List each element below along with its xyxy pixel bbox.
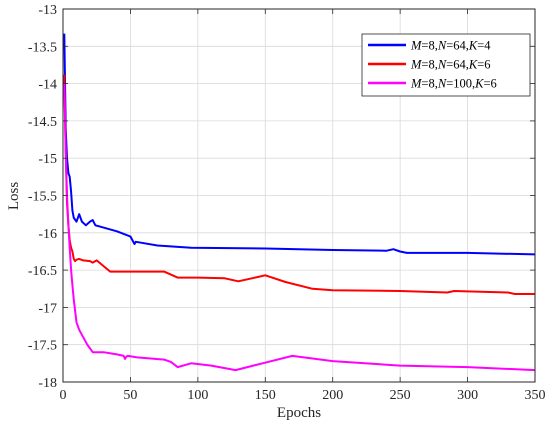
series-line-2 [63, 74, 535, 295]
legend: M=8,N=64,K=4 M=8,N=64,K=6 M=8,N=100,K=6 [361, 33, 531, 97]
y-tick-label: -16.5 [28, 264, 57, 279]
x-tick-label: 300 [457, 388, 478, 403]
x-axis-title: Epochs [277, 405, 321, 421]
x-tick-label: 350 [525, 388, 546, 403]
x-tick-label: 200 [322, 388, 343, 403]
x-tick-label: 0 [60, 388, 67, 403]
x-tick-labels: 0 50 100 150 200 250 300 350 [60, 388, 546, 403]
y-tick-label: -17.5 [28, 339, 57, 354]
x-tick-label: 50 [123, 388, 137, 403]
legend-label-1: M=8,N=64,K=4 [410, 39, 491, 53]
axis-ticks [62, 8, 536, 383]
y-axis-title: Loss [6, 182, 22, 211]
y-tick-label: -14.5 [28, 115, 57, 130]
series-line-1 [63, 33, 536, 256]
y-tick-label: -17 [38, 301, 57, 316]
legend-label-2: M=8,N=64,K=6 [410, 58, 491, 72]
y-tick-label: -13.5 [28, 40, 57, 55]
y-tick-label: -14 [38, 78, 57, 93]
series-lines [63, 33, 536, 372]
x-tick-label: 100 [187, 388, 208, 403]
y-tick-label: -15 [38, 152, 57, 167]
y-tick-label: -18 [38, 376, 57, 391]
series-line-3 [63, 83, 536, 372]
y-tick-label: -16 [38, 227, 57, 242]
legend-label-3: M=8,N=100,K=6 [410, 77, 497, 91]
y-tick-labels: -13 -13.5 -14 -14.5 -15 -15.5 -16 -16.5 -17 -17.5… [28, 3, 57, 391]
y-tick-label: -13 [38, 3, 57, 18]
y-tick-label: -15.5 [28, 190, 57, 205]
x-tick-label: 250 [390, 388, 411, 403]
x-tick-label: 150 [255, 388, 276, 403]
